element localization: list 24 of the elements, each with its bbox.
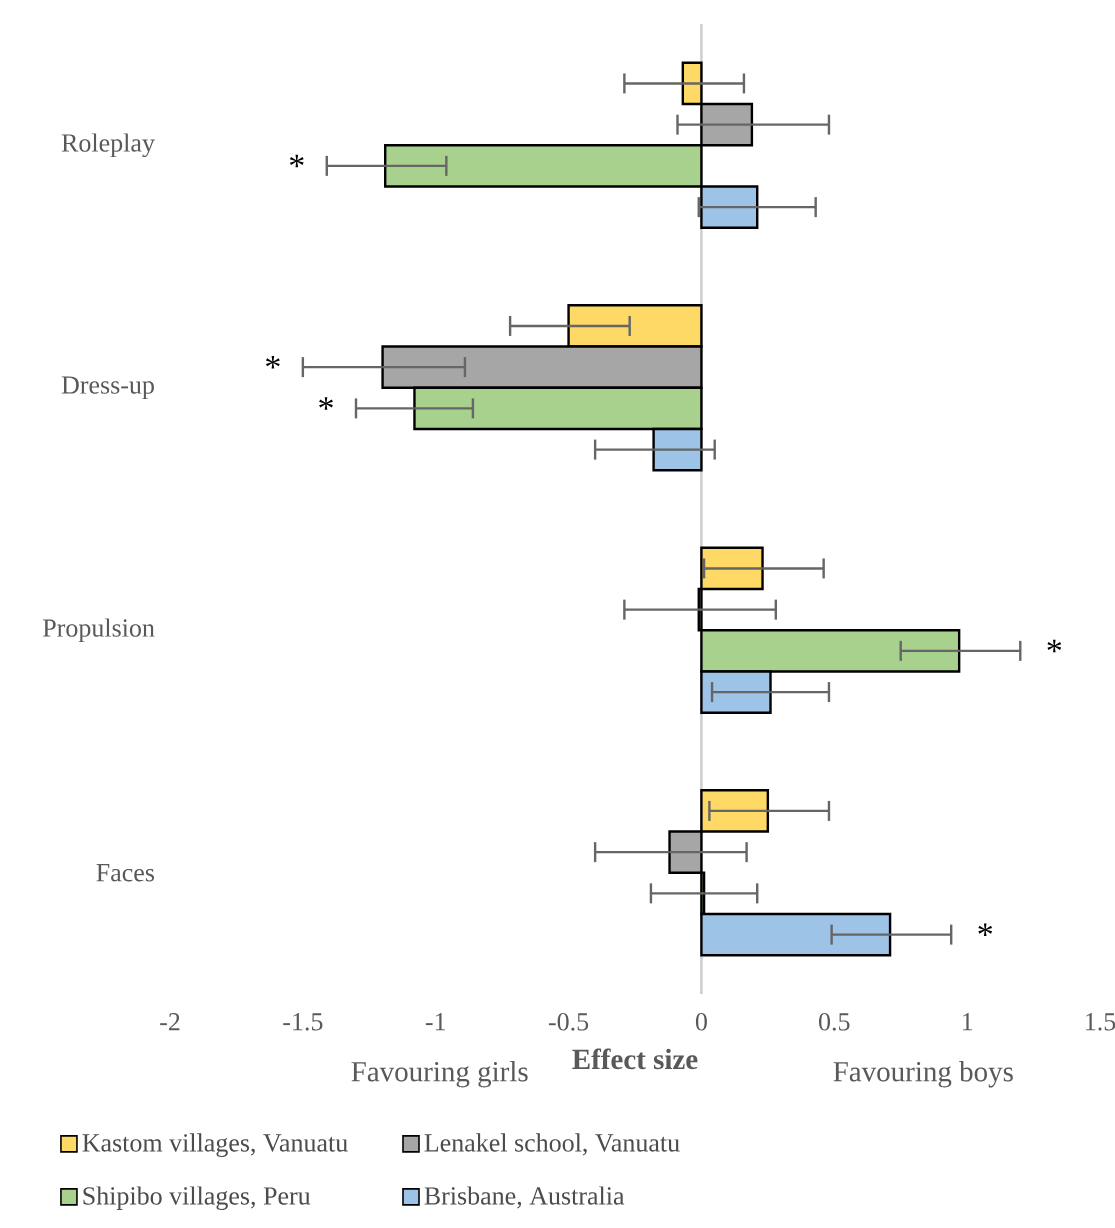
data-label: * bbox=[266, 356, 280, 369]
y-tick-label: Faces bbox=[96, 864, 155, 882]
x-tick-label: 0 bbox=[695, 1013, 707, 1031]
legend-label: Brisbane, Australia bbox=[424, 1186, 625, 1209]
data-label: * bbox=[978, 923, 993, 936]
x-axis-title: Effect size bbox=[572, 1048, 698, 1070]
text: Favouring girls bbox=[351, 1061, 528, 1088]
y-tick-label: Dress-up bbox=[61, 376, 154, 400]
x-tick-label: -0.5 bbox=[548, 1013, 589, 1031]
x-tick-label: 1 bbox=[962, 1013, 973, 1031]
x-tick-label: 0.5 bbox=[819, 1013, 850, 1031]
data-label: * bbox=[289, 154, 304, 168]
x-tick-label: -1.5 bbox=[283, 1013, 323, 1031]
legend-label: Kastom villages, Vanuatu bbox=[82, 1133, 348, 1158]
legend-label: Lenakel school, Vanuatu bbox=[424, 1133, 680, 1156]
legend-label: Shipibo villages, Peru bbox=[83, 1186, 311, 1211]
y-tick-label: Roleplay bbox=[61, 133, 155, 158]
x-tick-label: -2 bbox=[160, 1013, 180, 1031]
data-label: * bbox=[319, 397, 333, 410]
text: Favouring boys bbox=[833, 1061, 1013, 1088]
x-tick-label: -1 bbox=[425, 1013, 445, 1031]
data-label: * bbox=[1047, 639, 1062, 653]
y-tick-label: Propulsion bbox=[43, 618, 155, 643]
x-tick-label: 1.5 bbox=[1086, 1013, 1115, 1031]
